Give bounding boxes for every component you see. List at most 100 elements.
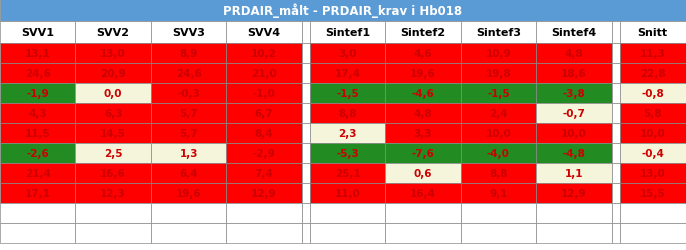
Bar (310, 163, 386, 183)
Bar (536, 104, 611, 124)
Bar (310, 223, 386, 243)
Bar (611, 104, 619, 124)
Bar (302, 203, 310, 223)
Text: 15,5: 15,5 (640, 188, 665, 198)
Bar (611, 144, 619, 163)
Text: 6,3: 6,3 (104, 108, 122, 118)
Bar (461, 84, 536, 103)
Text: 16,6: 16,6 (100, 168, 126, 178)
Text: SVV2: SVV2 (97, 28, 130, 38)
Text: 4,3: 4,3 (28, 108, 47, 118)
Bar (151, 183, 226, 203)
Text: -0,8: -0,8 (641, 89, 664, 99)
Bar (611, 84, 619, 103)
Text: PRDAIR_målt - PRDAIR_krav i Hb018: PRDAIR_målt - PRDAIR_krav i Hb018 (224, 4, 462, 18)
Text: 12,9: 12,9 (251, 188, 277, 198)
Bar (310, 64, 386, 84)
Bar (0, 84, 75, 103)
Bar (619, 203, 686, 223)
Text: 19,8: 19,8 (486, 69, 511, 79)
Text: Snitt: Snitt (638, 28, 668, 38)
Text: -1,9: -1,9 (26, 89, 49, 99)
Bar (0, 22, 75, 44)
Bar (386, 163, 461, 183)
Bar (151, 84, 226, 103)
Text: Sintef1: Sintef1 (325, 28, 370, 38)
Bar (302, 64, 310, 84)
Bar (461, 144, 536, 163)
Bar (75, 203, 151, 223)
Text: SVV4: SVV4 (248, 28, 281, 38)
Bar (75, 183, 151, 203)
Bar (386, 144, 461, 163)
Text: -7,6: -7,6 (412, 148, 434, 158)
Text: Sintef2: Sintef2 (401, 28, 445, 38)
Bar (75, 163, 151, 183)
Bar (611, 163, 619, 183)
Text: 2,4: 2,4 (489, 108, 508, 118)
Text: 10,0: 10,0 (486, 128, 511, 138)
Bar (0, 44, 75, 64)
Text: 13,0: 13,0 (100, 49, 126, 59)
Bar (226, 64, 302, 84)
Text: 6,4: 6,4 (179, 168, 198, 178)
Text: 3,0: 3,0 (338, 49, 357, 59)
Bar (151, 124, 226, 144)
Bar (619, 64, 686, 84)
Bar (461, 22, 536, 44)
Text: 16,4: 16,4 (410, 188, 436, 198)
Bar (75, 64, 151, 84)
Bar (226, 144, 302, 163)
Bar (151, 203, 226, 223)
Text: 4,6: 4,6 (414, 49, 432, 59)
Bar (226, 124, 302, 144)
Bar (226, 203, 302, 223)
Text: SVV1: SVV1 (21, 28, 54, 38)
Text: -0,3: -0,3 (177, 89, 200, 99)
Text: Sintef4: Sintef4 (552, 28, 596, 38)
Text: 11,0: 11,0 (335, 188, 360, 198)
Bar (461, 163, 536, 183)
Bar (310, 22, 386, 44)
Bar (619, 84, 686, 103)
Bar (461, 104, 536, 124)
Bar (310, 183, 386, 203)
Bar (0, 183, 75, 203)
Bar (75, 104, 151, 124)
Bar (619, 104, 686, 124)
Bar (386, 104, 461, 124)
Text: 21,4: 21,4 (25, 168, 51, 178)
Bar (536, 203, 611, 223)
Bar (536, 223, 611, 243)
Bar (386, 223, 461, 243)
Bar (611, 44, 619, 64)
Text: 14,5: 14,5 (100, 128, 126, 138)
Text: 11,3: 11,3 (640, 49, 665, 59)
Bar (619, 163, 686, 183)
Text: 3,3: 3,3 (414, 128, 432, 138)
Text: 11,5: 11,5 (25, 128, 51, 138)
Bar (386, 124, 461, 144)
Text: -1,5: -1,5 (336, 89, 359, 99)
Text: -4,8: -4,8 (563, 148, 585, 158)
Text: 20,9: 20,9 (100, 69, 126, 79)
Text: 25,1: 25,1 (335, 168, 360, 178)
Text: 8,9: 8,9 (180, 49, 198, 59)
Bar (151, 223, 226, 243)
Bar (461, 223, 536, 243)
Bar (536, 22, 611, 44)
Text: 2,3: 2,3 (338, 128, 357, 138)
Bar (151, 22, 226, 44)
Bar (151, 163, 226, 183)
Bar (75, 84, 151, 103)
Bar (386, 64, 461, 84)
Text: -0,4: -0,4 (641, 148, 664, 158)
Bar (226, 183, 302, 203)
Bar (611, 223, 619, 243)
Bar (226, 223, 302, 243)
Bar (386, 44, 461, 64)
Text: 4,8: 4,8 (414, 108, 432, 118)
Bar (386, 203, 461, 223)
Text: Sintef3: Sintef3 (476, 28, 521, 38)
Bar (0, 163, 75, 183)
